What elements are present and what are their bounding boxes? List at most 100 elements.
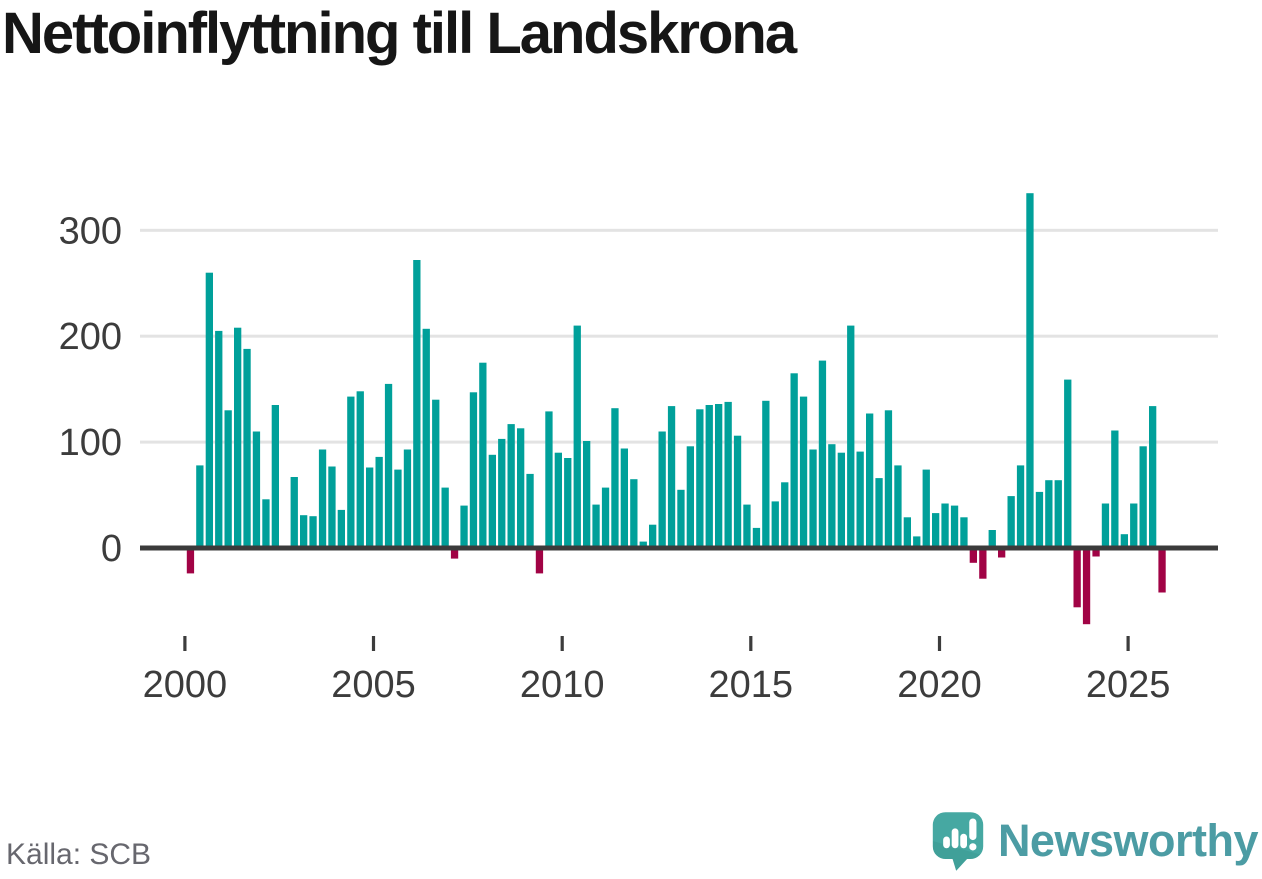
bar-2000Q2: [196, 465, 204, 548]
bar-2014Q3: [733, 435, 742, 548]
bar-2003Q4: [328, 466, 336, 548]
bar-2006Q1: [413, 260, 421, 548]
bar-2006Q3: [432, 399, 440, 548]
x-tick-label-2020: 2020: [897, 664, 982, 706]
bar-2003Q3: [318, 449, 327, 548]
bar-2016Q1: [790, 373, 798, 548]
bar-2008Q3: [507, 424, 515, 548]
x-tick-label-2015: 2015: [709, 664, 794, 706]
bar-2021Q2: [988, 530, 996, 548]
bar-2000Q4: [215, 330, 223, 548]
bar-2008Q2: [498, 438, 506, 548]
bar-2023Q1: [1054, 480, 1062, 548]
bar-2006Q2: [422, 328, 430, 548]
bar-2002Q4: [290, 477, 298, 548]
bar-2019Q4: [932, 513, 940, 548]
bar-2010Q1: [564, 458, 572, 548]
chart-title: Nettoinflyttning till Landskrona: [2, 1, 797, 66]
bar-2004Q4: [366, 467, 374, 548]
bar-2008Q1: [488, 454, 496, 548]
bar-2005Q4: [403, 449, 412, 548]
exclamation-bar-icon: [969, 818, 977, 841]
bar-2007Q1: [450, 548, 459, 559]
gridline-100: [140, 440, 1218, 444]
bar-2024Q2: [1101, 503, 1110, 548]
bar-2012Q1: [639, 541, 647, 548]
y-tick-label-300: 300: [59, 210, 122, 252]
y-tick-label-0: 0: [101, 528, 122, 570]
bar-2018Q3: [884, 410, 893, 548]
x-tick-2010: [560, 636, 564, 651]
bar-2004Q3: [356, 391, 364, 548]
x-tick-2025: [1126, 636, 1130, 651]
bar-2011Q1: [601, 487, 610, 548]
bar-2001Q4: [252, 431, 261, 548]
bar-2013Q4: [705, 405, 713, 548]
bar-2006Q4: [441, 487, 449, 548]
brand-name: Newsworthy: [997, 815, 1259, 866]
bar-2009Q2: [535, 548, 544, 574]
bar-2015Q4: [781, 482, 789, 548]
bar-2000Q3: [205, 272, 213, 548]
bar-2019Q2: [913, 536, 921, 548]
gridline-300: [140, 228, 1218, 232]
newsworthy-logo[interactable]: Newsworthy: [931, 810, 1259, 872]
bar-2021Q3: [998, 548, 1006, 558]
bar-2024Q1: [1092, 548, 1100, 557]
bar-2013Q1: [677, 489, 685, 548]
bar-2001Q3: [243, 348, 251, 548]
bar-2020Q4: [969, 548, 977, 563]
bar-2024Q3: [1111, 430, 1119, 548]
bar-2023Q4: [1082, 548, 1091, 625]
x-tick-2020: [937, 636, 942, 651]
bar-2025Q3: [1149, 406, 1157, 548]
bar-2010Q3: [583, 441, 591, 548]
bar-2003Q1: [300, 515, 308, 548]
mini-bar-2: [951, 828, 959, 849]
bar-2021Q4: [1007, 496, 1015, 548]
bar-2025Q2: [1139, 446, 1147, 548]
x-tick-label-2010: 2010: [520, 664, 605, 706]
bar-2005Q2: [384, 383, 393, 548]
bar-2013Q2: [686, 446, 694, 548]
bar-2025Q1: [1130, 503, 1138, 548]
bar-2004Q2: [347, 396, 355, 548]
bar-2005Q3: [394, 469, 402, 548]
bar-2011Q3: [620, 448, 628, 548]
bar-2021Q1: [979, 548, 987, 579]
bar-2018Q1: [866, 413, 874, 548]
bar-2020Q2: [950, 505, 959, 548]
bar-2012Q3: [658, 431, 666, 548]
bar-2020Q1: [941, 503, 949, 548]
bar-2005Q1: [375, 456, 383, 548]
bar-2014Q2: [724, 401, 732, 548]
bar-2003Q2: [309, 516, 317, 548]
x-tick-2015: [749, 636, 753, 651]
bar-2013Q3: [696, 409, 704, 548]
y-tick-label-200: 200: [59, 316, 122, 358]
bar-2022Q4: [1045, 480, 1053, 548]
gridline-200: [140, 334, 1218, 338]
bar-2017Q1: [828, 444, 836, 548]
bar-2011Q4: [630, 479, 638, 548]
bar-2009Q1: [526, 473, 534, 548]
bar-2007Q2: [460, 505, 468, 548]
mini-bar-1: [943, 836, 950, 849]
x-tick-label-2005: 2005: [331, 664, 416, 706]
bar-2008Q4: [517, 428, 525, 548]
bar-2000Q1: [186, 548, 195, 574]
newsworthy-icon: [932, 812, 984, 871]
y-tick-label-100: 100: [59, 422, 122, 464]
bar-2016Q3: [809, 449, 817, 548]
exclamation-dot-icon: [969, 843, 977, 851]
x-tick-label-2025: 2025: [1086, 664, 1171, 706]
bar-2020Q3: [960, 517, 968, 548]
bar-2016Q4: [818, 360, 827, 548]
bar-2014Q1: [715, 404, 723, 548]
bar-2009Q3: [545, 411, 553, 548]
zero-baseline: [140, 545, 1218, 551]
bar-2014Q4: [743, 504, 751, 548]
source-label: Källa: SCB: [6, 838, 152, 871]
bar-2017Q4: [856, 451, 864, 548]
